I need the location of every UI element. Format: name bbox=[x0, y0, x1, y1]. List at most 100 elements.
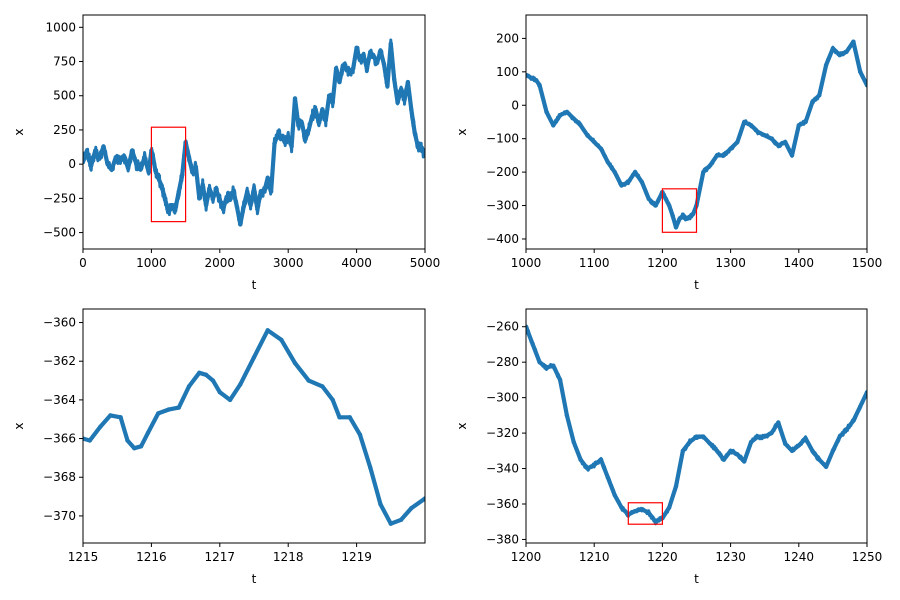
data-point bbox=[142, 155, 147, 160]
data-point bbox=[748, 123, 754, 128]
data-point bbox=[173, 207, 178, 212]
data-point bbox=[653, 203, 658, 208]
data-point bbox=[405, 79, 411, 85]
x-tick-label: 1217 bbox=[205, 550, 236, 564]
x-tick-label: 2000 bbox=[205, 256, 236, 270]
data-point bbox=[93, 148, 98, 153]
data-point bbox=[810, 99, 815, 105]
data-point bbox=[858, 69, 863, 75]
y-tick-label: 100 bbox=[496, 65, 519, 79]
data-point bbox=[721, 457, 726, 462]
data-point bbox=[203, 203, 209, 208]
data-point bbox=[571, 439, 576, 445]
data-point bbox=[530, 76, 535, 81]
data-point bbox=[118, 415, 123, 420]
data-point bbox=[419, 145, 424, 150]
data-point bbox=[238, 382, 243, 387]
data-point bbox=[844, 427, 849, 432]
x-tick-label: 1250 bbox=[852, 550, 883, 564]
data-point bbox=[837, 434, 842, 439]
data-point bbox=[227, 194, 233, 200]
x-tick-label: 0 bbox=[79, 256, 87, 270]
data-point bbox=[146, 170, 151, 175]
y-axis-label: x bbox=[12, 128, 26, 135]
data-point bbox=[130, 148, 135, 153]
data-point bbox=[241, 204, 246, 209]
data-point bbox=[803, 119, 808, 125]
y-tick-label: −320 bbox=[486, 426, 519, 440]
panel-1: 0 1000 2000 3000 4000 5000 −500 −250 0 250 500 750 1… bbox=[12, 14, 440, 292]
data-point bbox=[823, 464, 829, 469]
data-point bbox=[251, 186, 257, 191]
data-point bbox=[381, 62, 387, 67]
data-point bbox=[105, 162, 110, 167]
data-point bbox=[289, 144, 294, 149]
data-point bbox=[667, 203, 672, 208]
data-point bbox=[323, 118, 328, 123]
data-point bbox=[619, 183, 624, 188]
data-point bbox=[117, 159, 123, 164]
data-point bbox=[422, 496, 425, 501]
plot-frame bbox=[82, 308, 426, 544]
data-point bbox=[83, 159, 86, 164]
data-point bbox=[262, 189, 267, 194]
data-point bbox=[557, 377, 563, 383]
data-point bbox=[234, 204, 240, 209]
data-point bbox=[231, 189, 236, 194]
data-point bbox=[84, 151, 90, 156]
data-point bbox=[398, 86, 404, 92]
data-point bbox=[663, 196, 668, 202]
data-point bbox=[292, 96, 298, 101]
data-point bbox=[132, 446, 137, 451]
data-point bbox=[755, 129, 761, 135]
data-point bbox=[526, 324, 529, 329]
data-point bbox=[210, 378, 216, 383]
data-point bbox=[687, 215, 692, 220]
y-tick-label: 0 bbox=[68, 157, 76, 171]
data-point bbox=[851, 39, 856, 44]
data-point bbox=[316, 120, 322, 126]
data-point bbox=[138, 167, 143, 172]
data-point bbox=[789, 153, 795, 158]
data-point bbox=[320, 107, 325, 112]
data-point bbox=[748, 439, 754, 445]
y-tick-label: 0 bbox=[511, 98, 519, 112]
data-point bbox=[113, 155, 119, 160]
data-point bbox=[351, 66, 356, 71]
data-point bbox=[333, 66, 339, 71]
data-point bbox=[677, 216, 682, 222]
data-point bbox=[217, 390, 222, 395]
data-point bbox=[292, 360, 298, 366]
data-point bbox=[272, 141, 277, 146]
data-point bbox=[398, 517, 404, 522]
data-point bbox=[626, 179, 631, 185]
data-point bbox=[309, 114, 315, 119]
x-tick-label: 1220 bbox=[647, 550, 678, 564]
data-point bbox=[159, 183, 164, 189]
y-tick-label: −400 bbox=[486, 232, 519, 246]
data-point bbox=[268, 189, 274, 194]
data-point bbox=[646, 510, 651, 516]
data-point bbox=[667, 505, 672, 510]
data-point bbox=[762, 133, 767, 138]
panel-4: 1200 1210 1220 1230 1240 1250 −380 −360 −340 −320… bbox=[455, 308, 883, 586]
panel-3: 1215 1216 1217 1218 1219 −370 −368 −366 −364 −362… bbox=[12, 308, 426, 586]
data-point bbox=[392, 77, 397, 82]
data-point bbox=[357, 432, 363, 437]
data-point bbox=[810, 448, 815, 453]
data-point bbox=[742, 119, 747, 125]
data-point bbox=[632, 169, 638, 175]
data-point bbox=[101, 144, 106, 149]
data-point bbox=[830, 448, 836, 453]
data-point bbox=[673, 225, 679, 230]
x-axis-label: t bbox=[252, 278, 257, 292]
data-point bbox=[97, 424, 103, 430]
data-point bbox=[327, 93, 332, 98]
y-tick-label: 1000 bbox=[45, 20, 76, 34]
data-point bbox=[121, 153, 127, 159]
data-point bbox=[571, 116, 576, 121]
data-point bbox=[138, 444, 144, 449]
x-tick-label: 1200 bbox=[511, 550, 542, 564]
zoom-box bbox=[661, 188, 698, 233]
data-point bbox=[166, 407, 171, 412]
